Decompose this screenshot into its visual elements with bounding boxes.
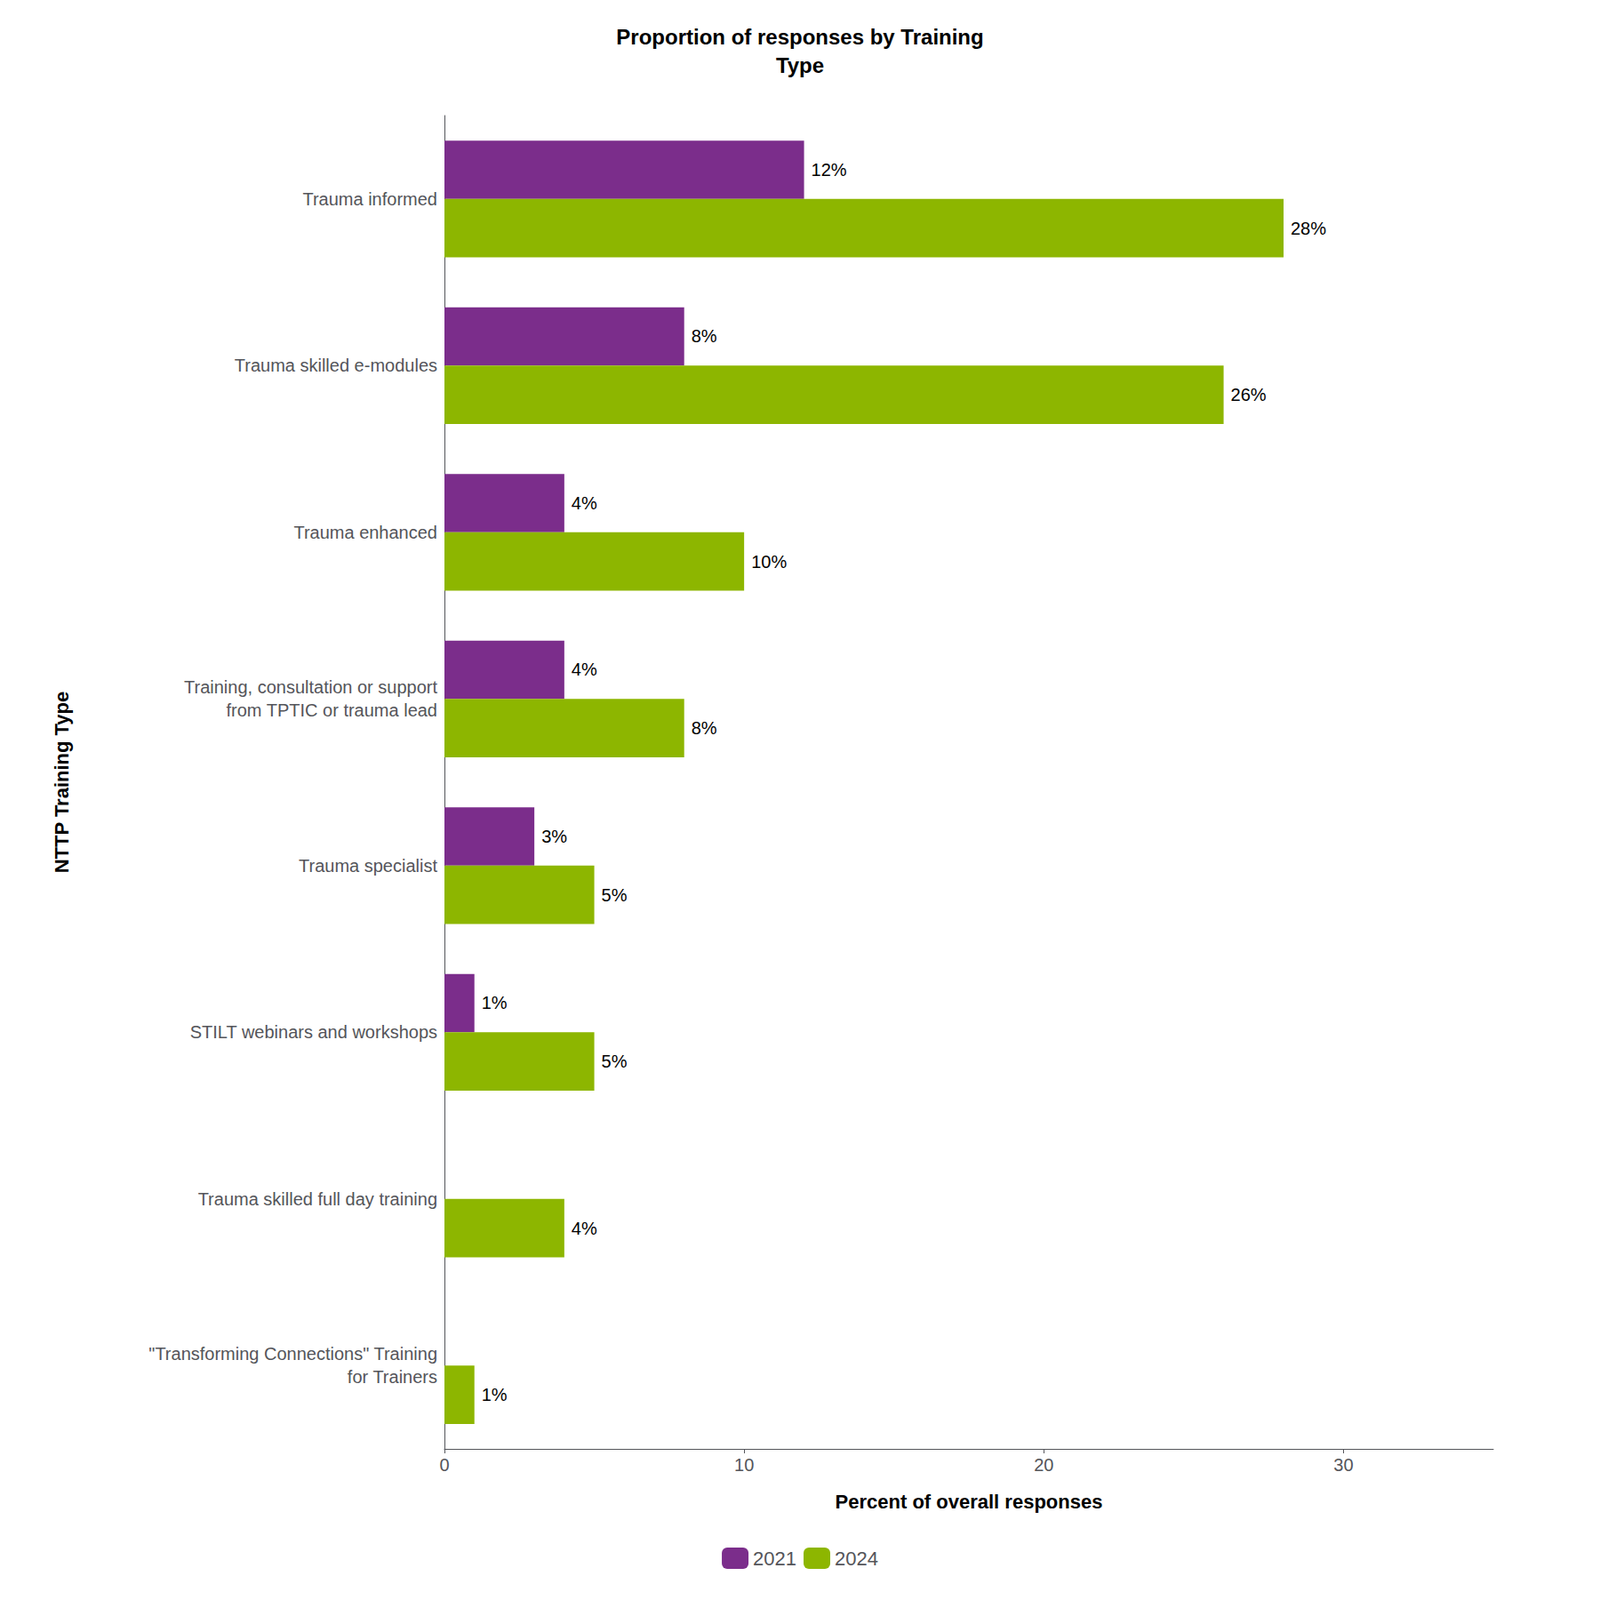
svg-text:"Transforming Connections" Tra: "Transforming Connections" Training bbox=[148, 1344, 438, 1364]
svg-text:20: 20 bbox=[1033, 1455, 1054, 1475]
svg-text:Proportion of responses by Tra: Proportion of responses by Training bbox=[616, 24, 984, 49]
svg-text:Type: Type bbox=[776, 53, 824, 78]
svg-text:0: 0 bbox=[439, 1455, 449, 1475]
svg-text:8%: 8% bbox=[691, 718, 718, 738]
svg-text:1%: 1% bbox=[481, 1384, 508, 1405]
svg-text:STILT webinars and workshops: STILT webinars and workshops bbox=[190, 1022, 438, 1042]
svg-text:4%: 4% bbox=[571, 659, 598, 680]
svg-text:4%: 4% bbox=[571, 1218, 598, 1239]
svg-text:Trauma skilled e-modules: Trauma skilled e-modules bbox=[234, 355, 438, 376]
svg-text:Percent of overall responses: Percent of overall responses bbox=[835, 1490, 1104, 1513]
svg-text:NTTP Training Type: NTTP Training Type bbox=[50, 691, 73, 874]
svg-text:for Trainers: for Trainers bbox=[347, 1367, 438, 1387]
svg-text:5%: 5% bbox=[601, 885, 628, 905]
svg-text:Trauma specialist: Trauma specialist bbox=[298, 856, 438, 876]
svg-text:26%: 26% bbox=[1231, 384, 1267, 405]
svg-text:30: 30 bbox=[1333, 1455, 1353, 1475]
svg-text:10%: 10% bbox=[751, 552, 787, 572]
svg-text:2021: 2021 bbox=[752, 1547, 797, 1570]
svg-text:Trauma informed: Trauma informed bbox=[302, 189, 438, 209]
svg-text:Training, consultation or supp: Training, consultation or support bbox=[184, 677, 438, 697]
svg-text:28%: 28% bbox=[1290, 218, 1327, 239]
svg-text:Trauma skilled full day traini: Trauma skilled full day training bbox=[198, 1189, 438, 1209]
svg-text:5%: 5% bbox=[601, 1051, 628, 1072]
svg-text:12%: 12% bbox=[811, 160, 848, 180]
svg-text:3%: 3% bbox=[541, 826, 568, 847]
svg-text:2024: 2024 bbox=[834, 1547, 879, 1570]
svg-text:4%: 4% bbox=[571, 493, 598, 513]
svg-text:10: 10 bbox=[734, 1455, 754, 1475]
svg-text:1%: 1% bbox=[481, 992, 508, 1013]
svg-text:Trauma enhanced: Trauma enhanced bbox=[293, 522, 438, 543]
svg-text:8%: 8% bbox=[691, 326, 718, 346]
svg-text:from TPTIC or trauma lead: from TPTIC or trauma lead bbox=[226, 700, 438, 720]
